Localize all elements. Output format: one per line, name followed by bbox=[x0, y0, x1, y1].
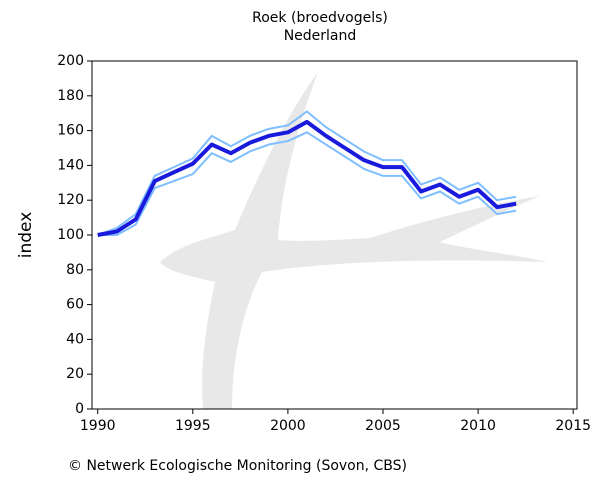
y-tick-label: 80 bbox=[66, 262, 84, 278]
x-tick-label: 1990 bbox=[80, 418, 116, 434]
y-tick-label: 40 bbox=[66, 331, 84, 347]
chart-title: Roek (broedvogels) bbox=[252, 10, 388, 26]
x-tick-label: 2015 bbox=[555, 418, 591, 434]
y-tick-label: 20 bbox=[66, 366, 84, 382]
plot-area bbox=[92, 61, 577, 409]
y-tick-label: 0 bbox=[75, 401, 84, 417]
chart: Roek (broedvogels) Nederland index © Net… bbox=[0, 0, 605, 477]
y-tick-label: 100 bbox=[57, 227, 84, 243]
y-tick-label: 180 bbox=[57, 88, 84, 104]
y-tick-label: 140 bbox=[57, 157, 84, 173]
footer: © Netwerk Ecologische Monitoring (Sovon,… bbox=[68, 458, 407, 474]
y-axis-label: index bbox=[16, 212, 36, 259]
x-tick-label: 2010 bbox=[460, 418, 496, 434]
y-tick-label: 200 bbox=[57, 53, 84, 69]
x-tick-label: 1995 bbox=[175, 418, 211, 434]
y-tick-label: 60 bbox=[66, 297, 84, 313]
x-tick-label: 2000 bbox=[270, 418, 306, 434]
page: {"chart_data": {"type": "line", "title":… bbox=[0, 0, 605, 477]
y-tick-label: 160 bbox=[57, 123, 84, 139]
y-tick-label: 120 bbox=[57, 192, 84, 208]
chart-subtitle: Nederland bbox=[284, 28, 357, 44]
x-tick-label: 2005 bbox=[365, 418, 401, 434]
